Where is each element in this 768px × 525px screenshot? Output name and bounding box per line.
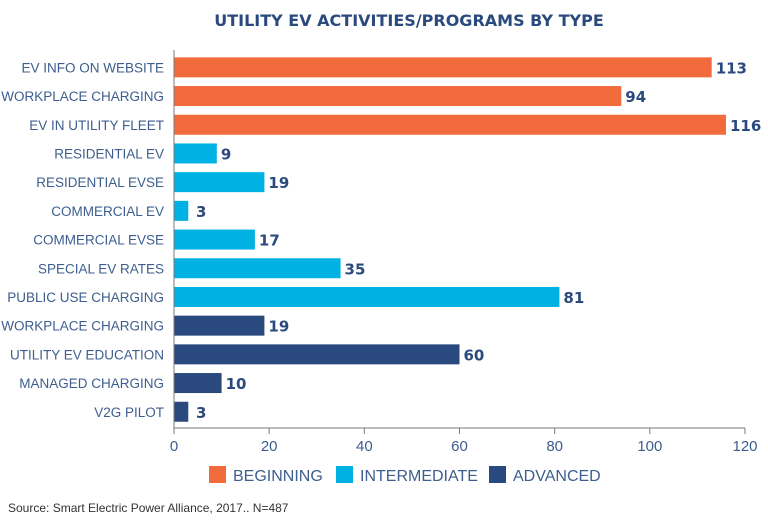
data-label: 94: [625, 88, 646, 106]
category-label: UTILITY EV EDUCATION: [10, 347, 164, 362]
category-label: EV INFO ON WEBSITE: [21, 60, 164, 75]
x-tick-label: 80: [546, 438, 563, 455]
data-label: 35: [345, 260, 366, 278]
category-labels: EV INFO ON WEBSITE WORKPLACE CHARGING EV I…: [1, 60, 164, 419]
bar: [174, 373, 222, 394]
data-label: 9: [221, 145, 231, 163]
bar: [174, 172, 265, 193]
category-label: WORKPLACE CHARGING: [1, 89, 164, 104]
data-label: 17: [259, 232, 280, 250]
x-tick-label: 20: [261, 438, 278, 455]
chart-title: UTILITY EV ACTIVITIES/PROGRAMS BY TYPE: [214, 11, 604, 30]
bar: [174, 57, 712, 78]
data-label: 19: [268, 174, 289, 192]
category-label: MANAGED CHARGING: [19, 376, 164, 391]
bars: [174, 57, 726, 422]
bar: [174, 401, 189, 422]
category-label: RESIDENTIAL EVSE: [36, 175, 164, 190]
legend-swatch-beginning: [209, 466, 226, 483]
bar: [174, 229, 255, 250]
category-label: EV IN UTILITY FLEET: [29, 118, 164, 133]
bar: [174, 143, 217, 164]
data-label: 81: [563, 289, 584, 307]
data-label: 3: [196, 404, 206, 422]
bar: [174, 200, 189, 221]
legend-swatch-advanced: [489, 466, 506, 483]
x-axis-ticks: 0 20 40 60 80 100 120: [170, 428, 758, 455]
x-tick-label: 0: [170, 438, 178, 455]
legend: BEGINNING INTERMEDIATE ADVANCED: [209, 466, 601, 485]
bar: [174, 258, 341, 279]
data-label: 113: [716, 59, 747, 77]
legend-swatch-intermediate: [336, 466, 353, 483]
x-tick-label: 60: [451, 438, 468, 455]
data-label: 116: [730, 117, 761, 135]
bar: [174, 286, 560, 307]
category-label: COMMERCIAL EVSE: [33, 233, 164, 248]
category-label: WORKPLACE CHARGING: [1, 319, 164, 334]
data-label: 10: [226, 375, 247, 393]
legend-label-advanced: ADVANCED: [513, 468, 601, 485]
data-label: 3: [196, 203, 206, 221]
category-label: PUBLIC USE CHARGING: [7, 290, 164, 305]
x-tick-label: 120: [732, 438, 757, 455]
data-label: 60: [464, 346, 485, 364]
category-label: V2G PILOT: [94, 405, 164, 420]
x-tick-label: 100: [637, 438, 662, 455]
source-note: Source: Smart Electric Power Alliance, 2…: [8, 501, 289, 515]
data-label: 19: [268, 318, 289, 336]
category-label: COMMERCIAL EV: [51, 204, 164, 219]
legend-label-beginning: BEGINNING: [233, 468, 323, 485]
bar: [174, 114, 726, 135]
x-tick-label: 40: [356, 438, 373, 455]
category-label: RESIDENTIAL EV: [54, 146, 164, 161]
category-label: SPECIAL EV RATES: [38, 261, 164, 276]
bar: [174, 86, 622, 107]
bar: [174, 344, 460, 365]
legend-label-intermediate: INTERMEDIATE: [360, 468, 478, 485]
data-labels: 113 94 116 9 19 3 17 35 81 19 60 10 3: [196, 59, 761, 421]
bar: [174, 315, 265, 336]
